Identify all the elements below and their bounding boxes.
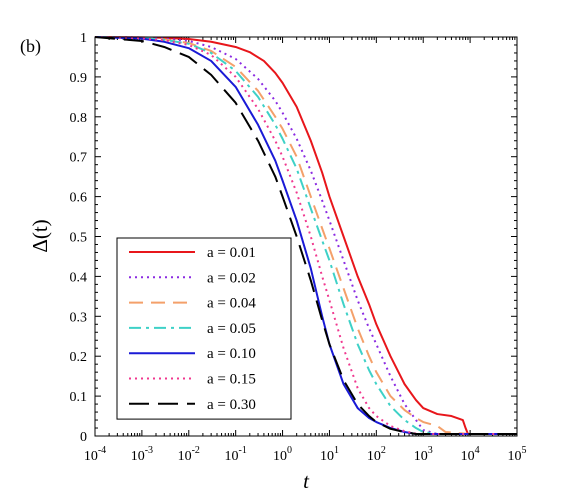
series-line-1 [94, 36, 517, 435]
x-tick-label: 101 [320, 445, 339, 464]
tick-labels: 10-4 10-3 10-2 10-1 100 101 102 103 104 105 0 0.1 0.… [70, 31, 527, 464]
x-tick-label: 10-4 [84, 445, 106, 464]
y-tick-label: 0.8 [70, 111, 88, 126]
x-tick-label: 103 [414, 445, 433, 464]
y-tick-label: 0.9 [70, 71, 88, 86]
y-tick-label: 0.4 [70, 270, 88, 285]
legend-label: a = 0.04 [207, 296, 256, 312]
y-tick-label: 0 [80, 430, 87, 445]
y-tick-label: 0.2 [70, 350, 88, 365]
legend-box [116, 237, 292, 420]
x-tick-label: 105 [508, 445, 527, 464]
legend-label: a = 0.05 [207, 321, 256, 337]
legend-label: a = 0.10 [207, 346, 256, 362]
legend-label: a = 0.01 [207, 245, 256, 261]
y-tick-label: 0.3 [70, 310, 88, 325]
x-tick-label: 102 [367, 445, 386, 464]
x-axis-label: t [303, 469, 310, 493]
legend-label: a = 0.02 [207, 270, 256, 286]
legend: a = 0.01 a = 0.02 a = 0.04 a = 0.05 a = 0.10… [116, 237, 292, 420]
x-tick-label: 100 [273, 445, 292, 464]
series-lines [94, 36, 517, 435]
legend-label: a = 0.15 [207, 372, 256, 388]
x-tick-label: 10-3 [131, 445, 153, 464]
plot-frame [94, 36, 518, 437]
series-line-4 [94, 36, 517, 435]
x-tick-label: 104 [461, 445, 480, 464]
y-tick-label: 1 [80, 31, 87, 46]
y-tick-label: 0.1 [70, 390, 88, 405]
series-line-3 [94, 36, 517, 435]
x-tick-label: 10-2 [178, 445, 200, 464]
legend-label: a = 0.30 [207, 397, 256, 413]
x-tick-label: 10-1 [224, 445, 246, 464]
y-tick-label: 0.7 [70, 151, 88, 166]
y-tick-label: 0.5 [70, 231, 88, 246]
y-axis-label: Δ(t) [28, 219, 52, 252]
y-tick-label: 0.6 [70, 191, 88, 206]
panel-label: (b) [20, 36, 41, 57]
